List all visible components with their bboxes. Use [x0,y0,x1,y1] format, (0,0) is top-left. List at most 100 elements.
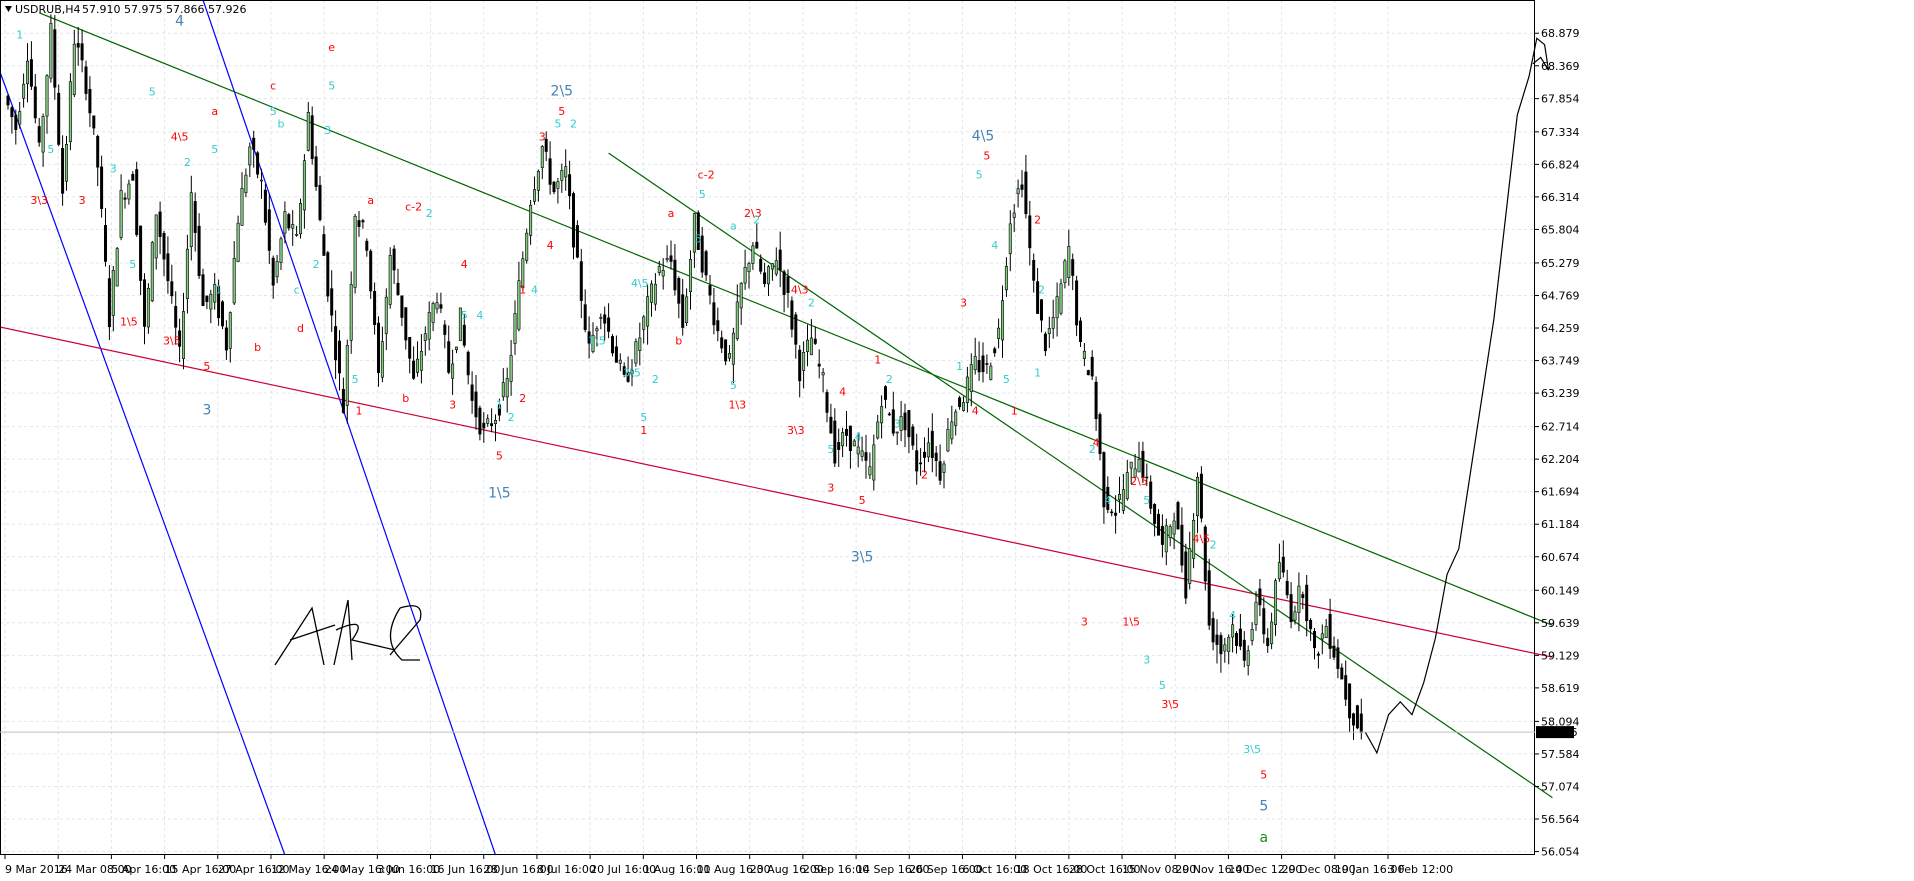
forecast-path[interactable] [1364,37,1550,755]
x-tick-label: 24 Mar 08:00 [58,863,131,876]
x-tick-label: 14 Sep 16:00 [856,863,929,876]
y-tick-label: 63.749 [1541,355,1580,368]
candle [1008,210,1012,272]
candle [33,74,37,124]
candle [1145,463,1149,486]
trend-line-5[interactable] [608,152,1553,799]
candle [482,411,486,443]
wave-label: 3 [894,418,901,431]
candle [1043,331,1047,356]
wave-label: 5 [1260,768,1267,781]
candle [104,208,108,267]
candle [630,359,634,387]
candle [817,349,821,379]
x-tick-label: 29 Nov 16:00 [1175,863,1249,876]
candle [1125,459,1129,501]
wave-label: 1 [640,424,647,437]
candle [1075,275,1079,337]
candle [1340,663,1344,680]
candle [1055,282,1059,337]
candle [139,225,143,296]
candle [1153,503,1157,537]
wave-label: 3 [827,481,834,494]
y-tick-label: 66.314 [1541,191,1580,204]
candle [1051,299,1055,339]
candle [166,236,170,294]
candle [579,248,583,319]
candle [1164,518,1168,566]
candles [6,14,1363,741]
trend-line-1[interactable] [0,51,286,856]
candle [1277,543,1281,582]
candle [786,269,790,308]
y-tick-label: 68.369 [1541,60,1580,73]
candle [922,437,926,473]
trend-lines[interactable] [0,0,1553,856]
wave-label: 4 [855,430,862,443]
candle [1137,441,1141,473]
candle [1324,618,1328,639]
wave-label: 2 [1038,284,1045,297]
candle [1219,632,1223,673]
candle [49,14,53,83]
wave-label: 3 [960,296,967,309]
wave-label: 5 [1159,679,1166,692]
candle [841,427,845,458]
candle [1211,611,1215,651]
candle [505,367,509,413]
candle [1285,569,1289,599]
wave-label: 2 [519,392,526,405]
wave-label: 1 [519,284,526,297]
candle [88,76,92,128]
y-tick-label: 57.074 [1541,780,1580,793]
candle [415,341,419,377]
wave-label: 2 [313,258,320,271]
candle [497,398,501,422]
candle [1289,582,1293,629]
candle [1106,476,1110,514]
candle [178,318,182,363]
wave-label: c [270,79,276,92]
candle [770,263,774,281]
candle [747,261,751,289]
candle [474,375,478,430]
wave-label: 5 [203,360,210,373]
candle [544,131,548,162]
candle [1348,683,1352,732]
current-price-label: 57.926 [1539,726,1578,739]
wave-label: 1\5 [1122,615,1140,628]
candle [45,74,49,134]
x-tick-label: 24 May 16:00 [324,863,399,876]
candle [591,322,595,354]
candle [1332,636,1336,661]
candle [1110,508,1114,517]
trend-line-2[interactable] [202,0,497,856]
wave-label: 4 [476,309,483,322]
candle [946,417,950,453]
x-tick-label: 1 Aug 16:00 [643,863,710,876]
candle [634,338,638,367]
price-axis[interactable]: 68.879 68.369 67.854 67.334 66.824 66.314 65.8… [1535,27,1580,859]
candle [1149,475,1153,515]
candle [25,43,29,103]
candle [583,289,587,333]
candle [466,350,470,385]
candle [158,201,162,255]
candle [295,225,299,237]
candle [1036,267,1040,314]
candle [556,177,560,204]
candle [977,341,981,381]
candle [782,269,786,313]
x-tick-label: 8 Jul 16:00 [537,863,596,876]
candle [1215,619,1219,664]
current-price-tag: 57.926 [1536,726,1578,739]
candle [462,313,466,348]
candle [1028,200,1032,266]
y-tick-label: 61.694 [1541,486,1580,499]
candle [353,213,357,294]
candle [423,326,427,356]
candle [1328,598,1332,659]
